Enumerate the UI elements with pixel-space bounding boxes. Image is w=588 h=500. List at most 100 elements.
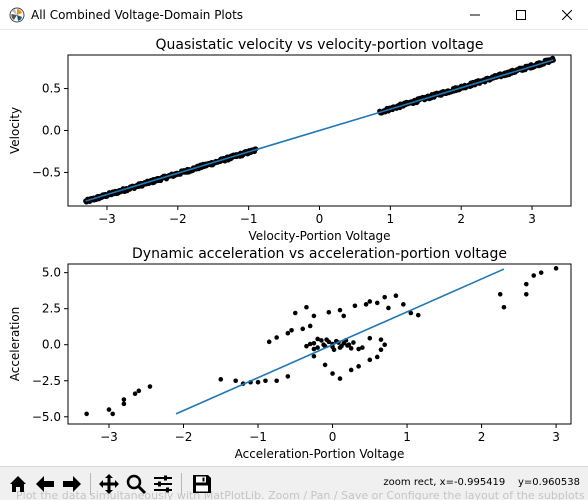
data-point — [255, 379, 261, 385]
data-point — [337, 307, 343, 313]
toolbar-separator — [90, 473, 91, 495]
data-point — [315, 345, 320, 350]
data-point — [311, 353, 317, 359]
data-point — [304, 304, 309, 310]
configure-subplots-button[interactable] — [151, 472, 175, 496]
data-point — [363, 302, 369, 307]
data-point — [307, 323, 313, 329]
y-tick-label: 5.0 — [42, 266, 61, 280]
data-point — [367, 299, 373, 304]
save-button[interactable] — [190, 472, 214, 496]
data-point — [326, 309, 332, 315]
data-point — [311, 340, 317, 346]
data-point — [266, 339, 272, 345]
data-point — [315, 336, 320, 342]
window-title: All Combined Voltage-Domain Plots — [31, 8, 244, 22]
axes-frame — [67, 263, 572, 425]
data-point — [110, 411, 116, 417]
data-point — [367, 357, 373, 363]
x-tick-label: 0 — [316, 212, 324, 226]
data-point — [289, 328, 294, 333]
data-point — [331, 347, 337, 353]
x-tick-label: −3 — [98, 212, 116, 226]
data-point — [348, 346, 354, 351]
data-point — [311, 346, 317, 352]
data-point — [218, 377, 224, 382]
data-point — [304, 343, 309, 349]
minimize-button[interactable] — [452, 0, 498, 30]
data-point — [553, 266, 559, 271]
matplotlib-logo-icon — [9, 7, 25, 23]
data-point — [274, 335, 279, 340]
data-point — [321, 342, 326, 348]
data-point — [339, 343, 344, 349]
fit-line — [85, 59, 554, 202]
data-point — [147, 384, 153, 389]
data-point — [382, 342, 388, 348]
data-point — [263, 378, 268, 384]
data-point — [374, 300, 380, 306]
data-point — [497, 291, 503, 297]
zoom-button[interactable] — [124, 472, 148, 496]
close-icon — [562, 10, 572, 20]
data-point — [374, 354, 380, 360]
x-axis-label: Acceleration-Portion Voltage — [235, 447, 405, 461]
data-point — [538, 270, 544, 275]
data-point — [415, 312, 421, 318]
fit-line — [175, 268, 505, 415]
pan-button[interactable] — [97, 472, 121, 496]
data-point — [523, 281, 529, 287]
data-point — [84, 411, 89, 417]
data-point — [386, 305, 391, 311]
data-point — [348, 367, 354, 373]
data-point — [356, 346, 361, 352]
data-point — [351, 340, 356, 345]
y-tick-label: −0.5 — [32, 165, 61, 179]
data-point — [285, 374, 291, 379]
data-point — [352, 303, 358, 309]
maximize-button[interactable] — [498, 0, 544, 30]
x-tick-label: 2 — [457, 212, 465, 226]
y-tick-label: −5.0 — [32, 410, 61, 424]
x-tick-label: 3 — [552, 430, 560, 444]
data-point — [378, 337, 384, 342]
x-tick-label: 0 — [329, 430, 337, 444]
y-tick-label: 0.0 — [42, 124, 61, 138]
y-axis-label: Acceleration — [8, 307, 22, 382]
window-titlebar: All Combined Voltage-Domain Plots — [0, 0, 588, 30]
forward-button[interactable] — [60, 472, 84, 496]
home-button[interactable] — [6, 472, 30, 496]
x-tick-label: −1 — [249, 430, 267, 444]
data-point — [531, 273, 537, 278]
data-point — [121, 397, 127, 402]
cursor-status-readout: zoom rect, x=-0.995419 y=0.960538 — [383, 477, 580, 488]
data-point — [356, 364, 361, 369]
data-point — [285, 330, 291, 336]
back-button[interactable] — [33, 472, 57, 496]
data-point — [311, 313, 317, 319]
x-tick-label: −2 — [175, 430, 193, 444]
y-tick-label: 2.5 — [42, 302, 61, 316]
data-point — [346, 342, 352, 348]
data-point — [501, 304, 507, 310]
data-point — [337, 376, 343, 381]
data-point — [307, 341, 313, 347]
figure-canvas[interactable]: −3 −2 −1 0 1 2 3 −0.5 0.0 0.5 Quasistatic velocity… — [0, 30, 588, 466]
data-point — [341, 313, 347, 319]
x-tick-label: 2 — [478, 430, 486, 444]
close-button[interactable] — [544, 0, 588, 30]
data-point — [367, 335, 373, 341]
data-point — [292, 310, 298, 316]
y-tick-label: −2.5 — [32, 374, 61, 388]
data-point — [121, 401, 127, 407]
x-tick-label: −1 — [240, 212, 258, 226]
navigation-toolbar: Plot the data simultaneously with MatPlo… — [0, 466, 588, 500]
data-point — [106, 407, 112, 412]
home-icon — [10, 476, 26, 492]
data-point — [378, 347, 384, 353]
data-point — [523, 291, 529, 297]
data-point — [233, 378, 238, 384]
y-tick-label: 0.5 — [42, 82, 61, 96]
y-tick-label: 0.0 — [42, 338, 61, 352]
forward-arrow-icon — [63, 476, 81, 492]
